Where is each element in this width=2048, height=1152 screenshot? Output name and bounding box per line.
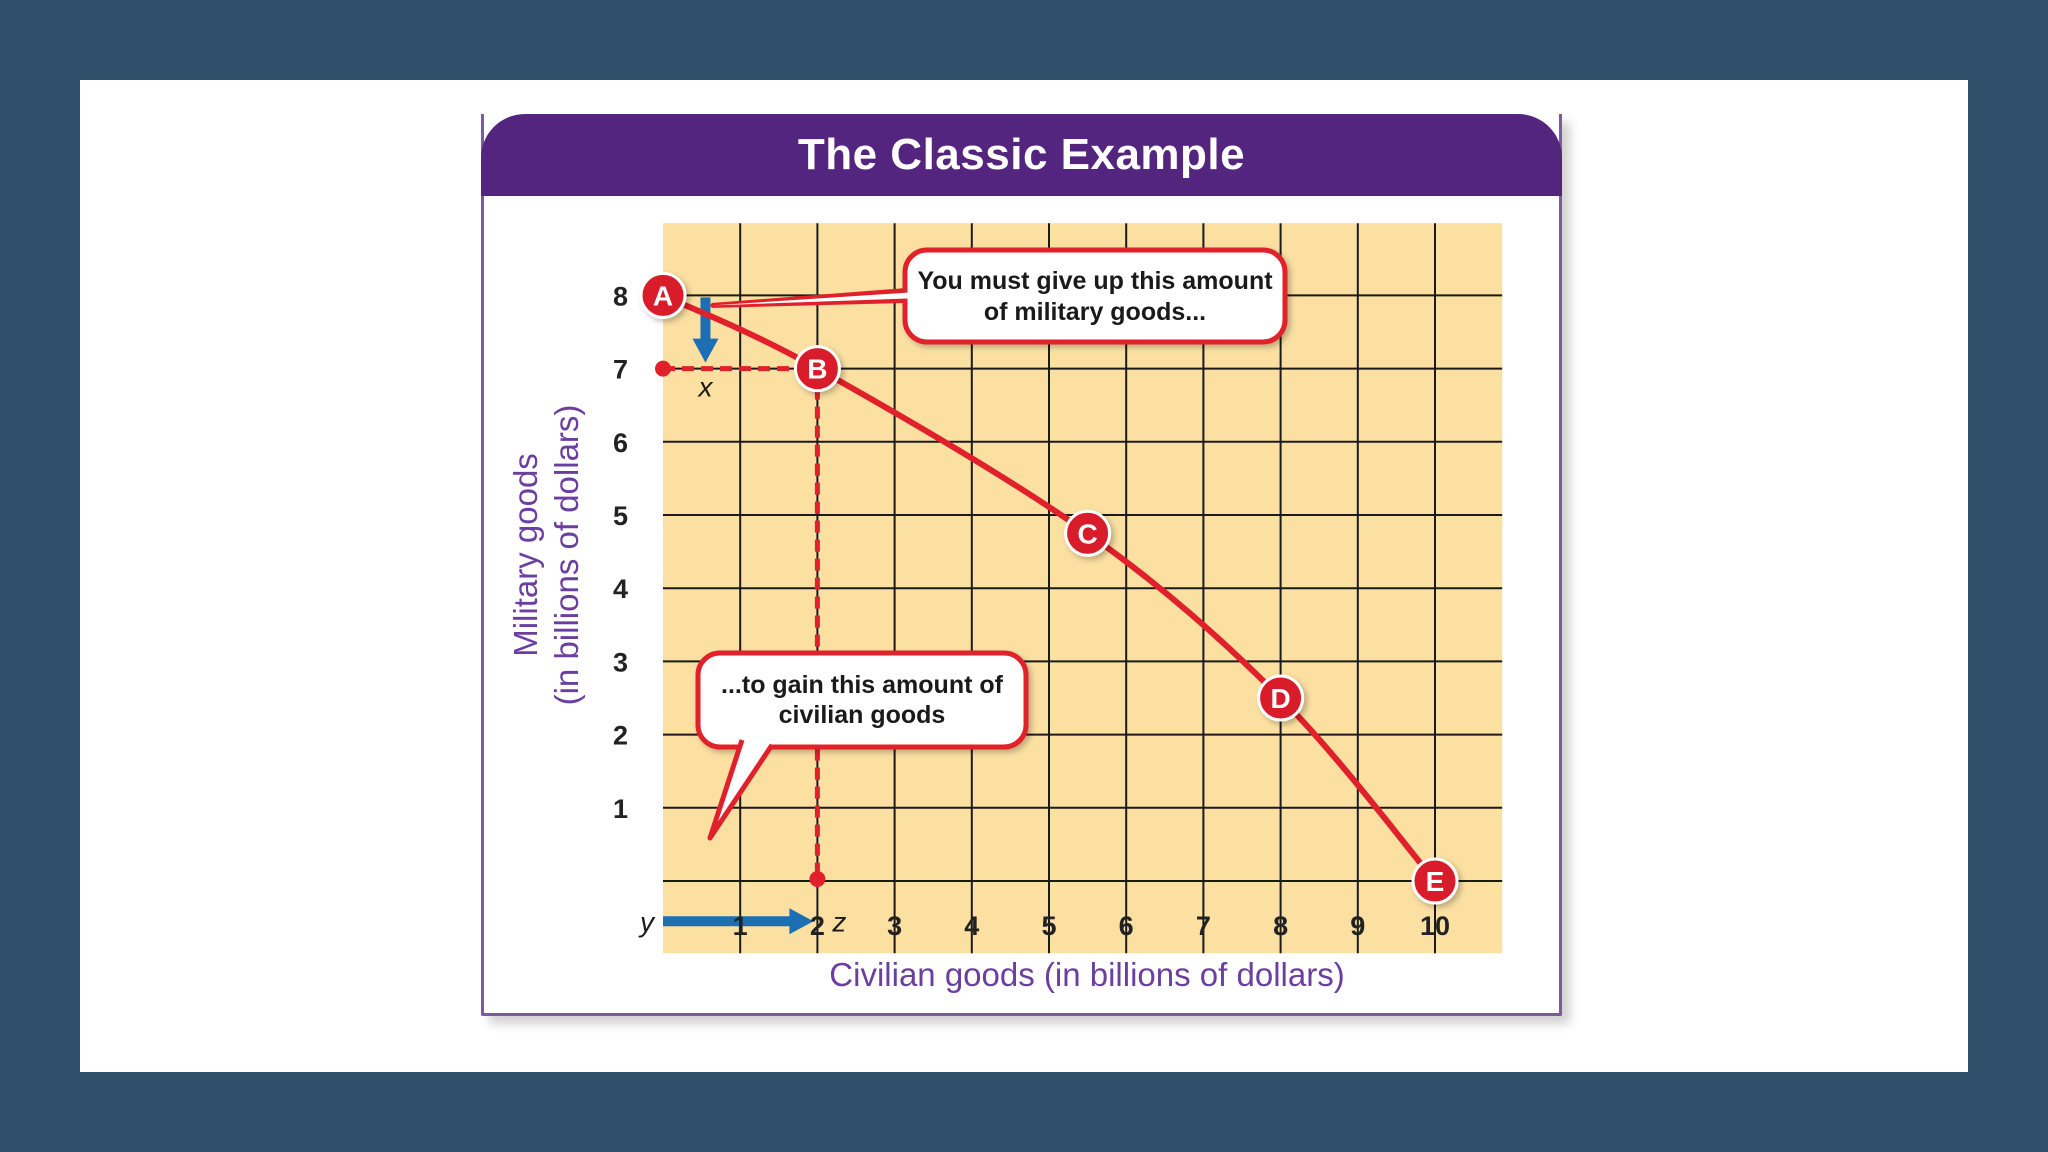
x-tick-label: 5 [1041, 911, 1056, 941]
x-tick-label: 3 [887, 911, 902, 941]
data-points: A B C D E [639, 271, 1459, 905]
callout-bottom-line1: ...to gain this amount of [721, 671, 1004, 699]
x-tick-label: 8 [1273, 911, 1288, 941]
x-tick-label: 6 [1119, 911, 1134, 941]
callout-top-line2: of military goods... [984, 298, 1206, 326]
marker-z-label: z [831, 906, 846, 937]
point-a [639, 271, 687, 319]
y-tick-label: 2 [613, 721, 628, 751]
point-label-a: A [653, 280, 673, 311]
guide-dot-x-axis [809, 871, 826, 887]
y-tick-label: 8 [613, 281, 628, 311]
x-tick-labels: 1 2 3 4 5 6 7 8 9 10 [733, 911, 1450, 941]
y-tick-label: 6 [613, 428, 628, 458]
y-tick-label: 5 [613, 501, 628, 531]
callout-top-tail-fill [713, 292, 911, 306]
y-tick-label: 7 [613, 355, 628, 385]
arrow-down [692, 297, 719, 363]
y-axis-title-line2: (in billions of dollars) [548, 405, 585, 706]
callouts: You must give up this amount of military … [695, 247, 1288, 841]
x-tick-label: 1 [733, 911, 748, 941]
chart-title: The Classic Example [481, 114, 1562, 196]
callout-bottom-tail-cover [745, 735, 769, 745]
point-c [1064, 509, 1112, 557]
callout-bottom-line2: civilian goods [779, 701, 946, 729]
point-d [1257, 674, 1305, 722]
y-axis-title-line1: Military goods [507, 453, 544, 657]
point-b [793, 345, 841, 393]
y-tick-label: 1 [613, 794, 628, 824]
x-tick-label: 9 [1350, 911, 1365, 941]
y-tick-label: 4 [613, 574, 628, 604]
callout-top-box [902, 247, 1288, 345]
arrow-right [663, 908, 814, 935]
callout-top-line1: You must give up this amount [917, 267, 1273, 295]
arrows: x y z [638, 297, 846, 937]
guide-dot-y-axis [655, 360, 671, 377]
point-label-b: B [807, 354, 827, 385]
point-e [1411, 857, 1459, 905]
point-label-e: E [1426, 866, 1445, 897]
marker-x-label: x [696, 372, 713, 403]
x-tick-label: 2 [810, 911, 825, 941]
y-tick-labels: 1 2 3 4 5 6 7 8 [613, 281, 628, 823]
x-tick-label: 4 [964, 911, 979, 941]
guide-lines [655, 360, 826, 887]
marker-y-label: y [638, 906, 656, 937]
point-label-c: C [1077, 518, 1097, 549]
callout-bottom-tail [707, 739, 775, 841]
x-tick-label: 7 [1196, 911, 1211, 941]
y-tick-label: 3 [613, 647, 628, 677]
point-label-d: D [1270, 683, 1290, 714]
x-axis-title: Civilian goods (in billions of dollars) [829, 956, 1344, 993]
callout-bottom-box [695, 650, 1029, 750]
x-tick-label: 10 [1420, 911, 1450, 941]
